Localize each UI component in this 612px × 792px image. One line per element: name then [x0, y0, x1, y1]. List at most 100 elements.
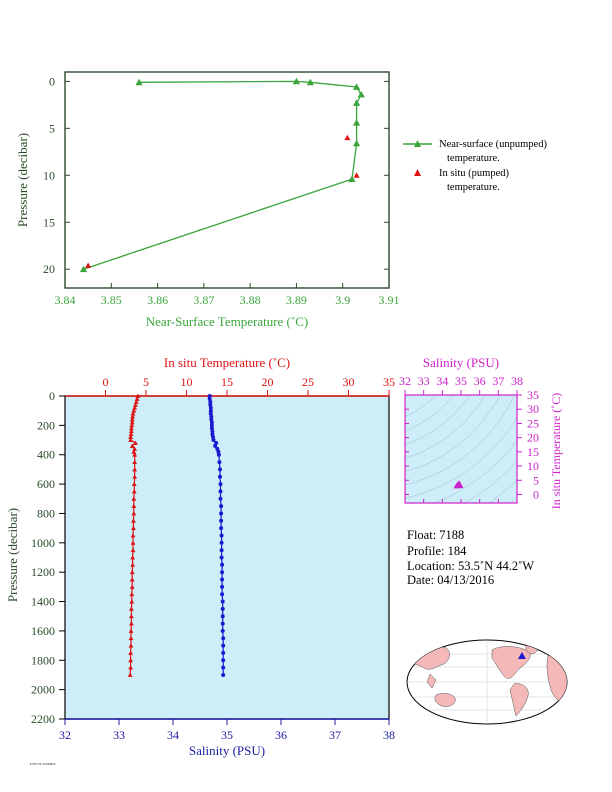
- ts-point: [456, 481, 464, 489]
- temperature-point: [131, 481, 137, 487]
- temperature-point: [129, 599, 135, 604]
- salinity-point: [216, 452, 221, 457]
- salinity-point: [220, 614, 225, 619]
- salinity-point: [209, 423, 214, 428]
- ts-y-tick-label: 30: [527, 402, 539, 416]
- salinity-point: [208, 411, 213, 416]
- near-surface-point: [135, 78, 143, 86]
- ts-x-tick-label: 35: [455, 374, 467, 388]
- temperature-tick-label: 0: [103, 375, 109, 389]
- salinity-point: [221, 650, 226, 655]
- near-surface-legend: Near-surface (unpumped) temperature. In …: [403, 139, 547, 193]
- temperature-point: [131, 408, 137, 413]
- temperature-tick-label: 15: [221, 375, 233, 389]
- salinity-point: [207, 396, 212, 401]
- ts-y-axis-label: In situ Temperature (˚C): [549, 393, 563, 510]
- temperature-point: [129, 613, 134, 619]
- near-surface-point: [79, 265, 88, 273]
- temperature-point: [129, 621, 134, 626]
- pressure-tick-label: 0: [49, 389, 55, 403]
- temperature-axis-ticks: 0 5 10 15 20 25 30 35: [103, 375, 395, 396]
- pressure-tick-label: 1200: [31, 565, 55, 579]
- temperature-point: [128, 628, 134, 633]
- temperature-tick-label: 35: [383, 375, 395, 389]
- pressure-axis-label: Pressure (decibar): [5, 508, 20, 602]
- near-surface-x-tick-label: 3.85: [101, 293, 122, 307]
- salinity-point: [211, 438, 216, 442]
- near-surface-point: [353, 119, 361, 126]
- temperature-tick-label: 5: [143, 375, 149, 389]
- temperature-point: [129, 591, 135, 597]
- salinity-point: [217, 460, 222, 465]
- near-surface-point: [353, 99, 361, 106]
- near-surface-point: [357, 90, 365, 98]
- temperature-point: [133, 440, 138, 445]
- near-surface-y-ticks: 0 5 10 15 20: [43, 74, 389, 276]
- float-location-marker-icon: [518, 652, 526, 659]
- pressure-tick-label: 400: [37, 448, 55, 462]
- near-surface-point: [292, 77, 301, 85]
- ts-x-axis-label: Salinity (PSU): [423, 355, 499, 370]
- ts-y-tick-label: 35: [527, 388, 539, 402]
- legend-label-near-surface: Near-surface (unpumped): [439, 139, 547, 150]
- in-situ-point: [85, 262, 92, 268]
- temperature-point: [127, 672, 133, 677]
- ts-x-tick-label: 38: [511, 374, 523, 388]
- near-surface-y-axis-label: Pressure (decibar): [15, 133, 30, 227]
- legend-label-near-surface-2: temperature.: [447, 153, 500, 164]
- near-surface-x-tick-label: 3.88: [240, 293, 261, 307]
- pressure-tick-label: 800: [37, 506, 55, 520]
- ts-points: [453, 480, 464, 489]
- temperature-point: [129, 606, 134, 611]
- temperature-point: [133, 399, 139, 404]
- temperature-point: [131, 503, 137, 509]
- temperature-point: [128, 434, 134, 440]
- near-surface-x-tick-label: 3.91: [379, 293, 400, 307]
- temperature-point: [132, 405, 138, 410]
- temperature-point: [130, 540, 136, 545]
- ts-y-tick-label: 20: [527, 431, 539, 445]
- temperature-point: [132, 459, 138, 464]
- salinity-point: [219, 548, 224, 553]
- near-surface-x-tick-label: 3.86: [147, 293, 168, 307]
- salinity-point: [218, 489, 223, 494]
- salinity-point: [220, 562, 225, 567]
- salinity-tick-label: 33: [113, 728, 125, 742]
- temperature-point: [129, 428, 134, 434]
- salinity-tick-label: 34: [167, 728, 179, 742]
- pressure-tick-label: 2200: [31, 712, 55, 726]
- near-surface-chart: 3.84 3.85 3.86 3.87 3.88 3.89 3.9 3.91 0 5 10 15 20…: [15, 71, 547, 329]
- salinity-point: [210, 429, 215, 434]
- float-info: Float: 7188 Profile: 184 Location: 53.5˚…: [407, 528, 534, 587]
- salinity-point: [220, 621, 225, 626]
- float-id: Float: 7188: [407, 528, 464, 542]
- near-surface-y-tick-label: 15: [43, 215, 55, 229]
- temperature-point: [130, 555, 136, 560]
- temperature-point: [132, 446, 138, 451]
- temperature-point: [130, 533, 136, 538]
- salinity-point: [218, 496, 223, 501]
- near-surface-x-axis-label: Near-Surface Temperature (˚C): [146, 314, 308, 329]
- temperature-point: [128, 437, 134, 442]
- salinity-axis-label: Salinity (PSU): [189, 743, 265, 758]
- salinity-tick-label: 37: [329, 728, 341, 742]
- temperature-tick-label: 10: [181, 375, 193, 389]
- near-surface-x-tick-label: 3.84: [55, 293, 76, 307]
- temperature-point: [132, 452, 138, 457]
- near-surface-y-tick-label: 0: [49, 74, 55, 88]
- temperature-point: [131, 489, 137, 494]
- near-surface-y-tick-label: 20: [43, 262, 55, 276]
- salinity-point: [219, 533, 224, 538]
- temperature-point: [130, 562, 136, 567]
- temperature-tick-label: 30: [343, 375, 355, 389]
- temperature-point: [130, 547, 136, 553]
- temperature-point: [129, 422, 135, 428]
- temperature-point: [129, 584, 135, 589]
- profile-chart: 0 5 10 15 20 25 30 35 32 33 34 35 36 37 38 0 200 400 600…: [5, 355, 395, 758]
- ts-x-tick-label: 36: [474, 374, 486, 388]
- temperature-point: [129, 577, 135, 582]
- ts-y-tick-label: 25: [527, 416, 539, 430]
- pressure-tick-label: 200: [37, 418, 55, 432]
- temperature-point: [128, 657, 134, 663]
